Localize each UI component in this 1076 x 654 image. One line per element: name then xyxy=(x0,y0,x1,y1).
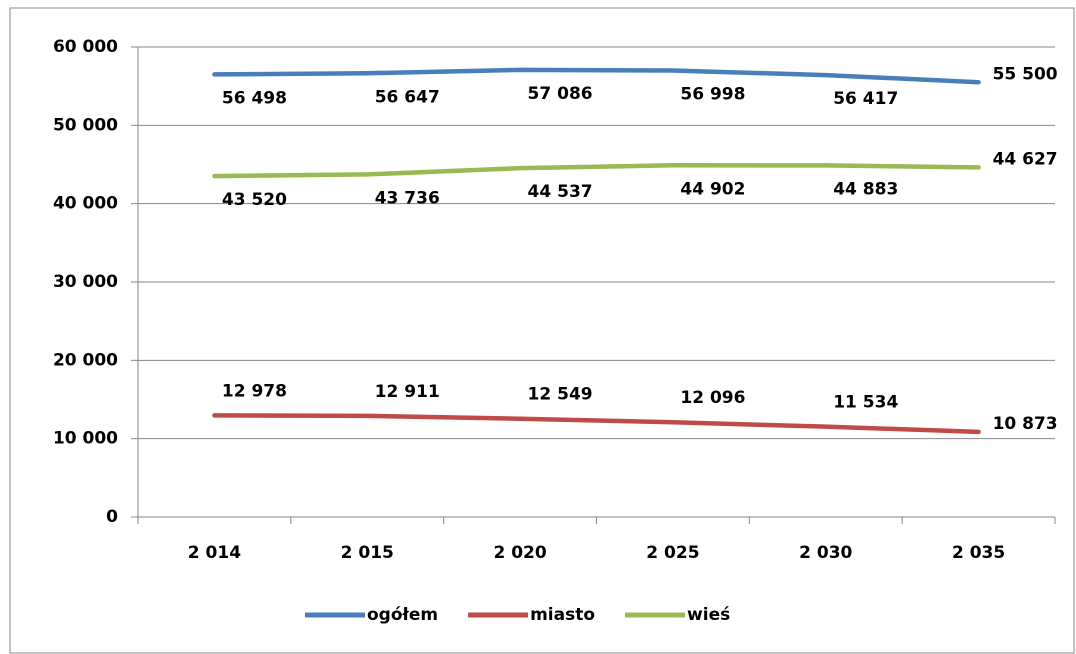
legend-label: miasto xyxy=(530,605,595,625)
data-label: 44 883 xyxy=(833,179,898,199)
y-tick-label: 60 000 xyxy=(53,37,118,57)
data-label: 56 647 xyxy=(375,87,440,107)
data-label: 44 537 xyxy=(528,182,593,202)
x-tick-label: 2 020 xyxy=(493,543,546,563)
x-tick-label: 2 025 xyxy=(646,543,699,563)
data-label: 55 500 xyxy=(993,64,1058,84)
y-tick-label: 10 000 xyxy=(53,429,118,449)
y-tick-label: 50 000 xyxy=(53,115,118,135)
legend-label: wieś xyxy=(687,605,730,625)
data-label: 12 911 xyxy=(375,382,440,402)
y-tick-label: 0 xyxy=(106,507,118,527)
data-label: 56 498 xyxy=(222,88,287,108)
x-tick-label: 2 035 xyxy=(952,543,1005,563)
chart-frame xyxy=(9,7,1075,654)
data-label: 12 549 xyxy=(528,385,593,405)
data-label: 43 520 xyxy=(222,190,287,210)
x-tick-label: 2 014 xyxy=(188,543,241,563)
data-label: 11 534 xyxy=(833,393,898,413)
y-tick-label: 30 000 xyxy=(53,272,118,292)
line-series xyxy=(212,163,981,179)
data-label: 10 873 xyxy=(993,414,1058,434)
data-label: 57 086 xyxy=(528,84,593,104)
x-tick-label: 2 030 xyxy=(799,543,852,563)
data-label: 44 627 xyxy=(993,149,1058,169)
data-label: 12 978 xyxy=(222,381,287,401)
data-label: 56 417 xyxy=(833,89,898,109)
y-tick-label: 20 000 xyxy=(53,350,118,370)
data-label: 44 902 xyxy=(680,179,745,199)
data-label: 43 736 xyxy=(375,188,440,208)
line-series xyxy=(212,413,981,435)
data-label: 56 998 xyxy=(680,85,745,105)
line-series xyxy=(212,67,981,85)
legend-label: ogółem xyxy=(367,605,438,625)
data-label: 12 096 xyxy=(680,388,745,408)
y-tick-label: 40 000 xyxy=(53,194,118,214)
x-tick-label: 2 015 xyxy=(341,543,394,563)
